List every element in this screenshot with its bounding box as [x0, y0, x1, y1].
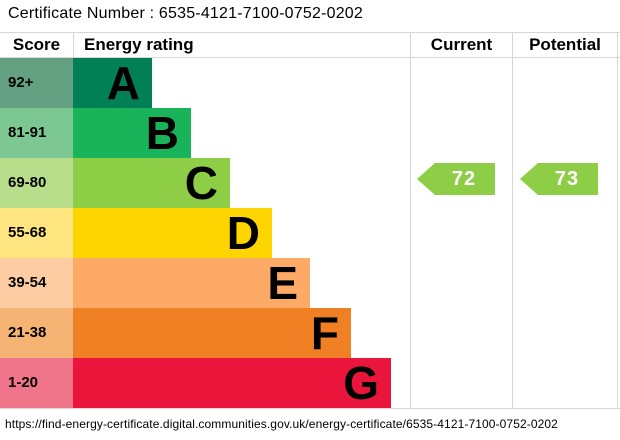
band-letter: E — [267, 257, 298, 309]
band-score-range: 69-80 — [0, 158, 73, 208]
band-score-range: 1-20 — [0, 358, 73, 408]
current-column-divider — [410, 32, 411, 409]
rating-bands-container: 92+ A 81-91 B 69-80 C 55-68 D 39-54 — [0, 58, 620, 408]
band-letter: G — [343, 357, 379, 409]
band-row: 39-54 E — [0, 258, 620, 308]
band-row: 1-20 G — [0, 358, 620, 408]
band-bar: D — [73, 208, 272, 258]
column-header-potential: Potential — [529, 35, 601, 54]
band-score-range: 55-68 — [0, 208, 73, 258]
band-bar: C — [73, 158, 230, 208]
potential-rating-arrow: 73 — [520, 163, 598, 195]
band-bar: A — [73, 58, 152, 108]
certificate-url-text: https://find-energy-certificate.digital.… — [5, 417, 558, 431]
current-rating-value: 72 — [451, 167, 477, 190]
band-score-range: 21-38 — [0, 308, 73, 358]
potential-column-divider — [512, 32, 513, 409]
column-header-score: Score — [12, 35, 61, 54]
band-row: 69-80 C — [0, 158, 620, 208]
band-bar: E — [73, 258, 310, 308]
band-letter: A — [106, 57, 140, 109]
band-score-range: 81-91 — [0, 108, 73, 158]
band-letter: C — [184, 157, 218, 209]
table-bottom-border — [0, 408, 620, 409]
score-column-divider — [73, 33, 74, 57]
band-bar: G — [73, 358, 391, 408]
band-letter: F — [310, 307, 339, 359]
column-header-energy-rating: Energy rating — [84, 35, 194, 54]
band-letter: D — [226, 207, 260, 259]
band-row: 92+ A — [0, 58, 620, 108]
table-top-border — [0, 32, 620, 33]
certificate-number-text: Certificate Number : 6535-4121-7100-0752… — [8, 5, 363, 22]
band-bar: F — [73, 308, 351, 358]
column-header-current: Current — [430, 35, 493, 54]
table-right-border — [617, 32, 618, 409]
band-row: 55-68 D — [0, 208, 620, 258]
header-bottom-border — [0, 57, 620, 58]
band-bar: B — [73, 108, 191, 158]
band-score-range: 39-54 — [0, 258, 73, 308]
band-row: 21-38 F — [0, 308, 620, 358]
band-letter: B — [145, 107, 179, 159]
band-row: 81-91 B — [0, 108, 620, 158]
band-score-range: 92+ — [0, 58, 73, 108]
current-rating-arrow: 72 — [417, 163, 495, 195]
potential-rating-value: 73 — [554, 167, 580, 190]
